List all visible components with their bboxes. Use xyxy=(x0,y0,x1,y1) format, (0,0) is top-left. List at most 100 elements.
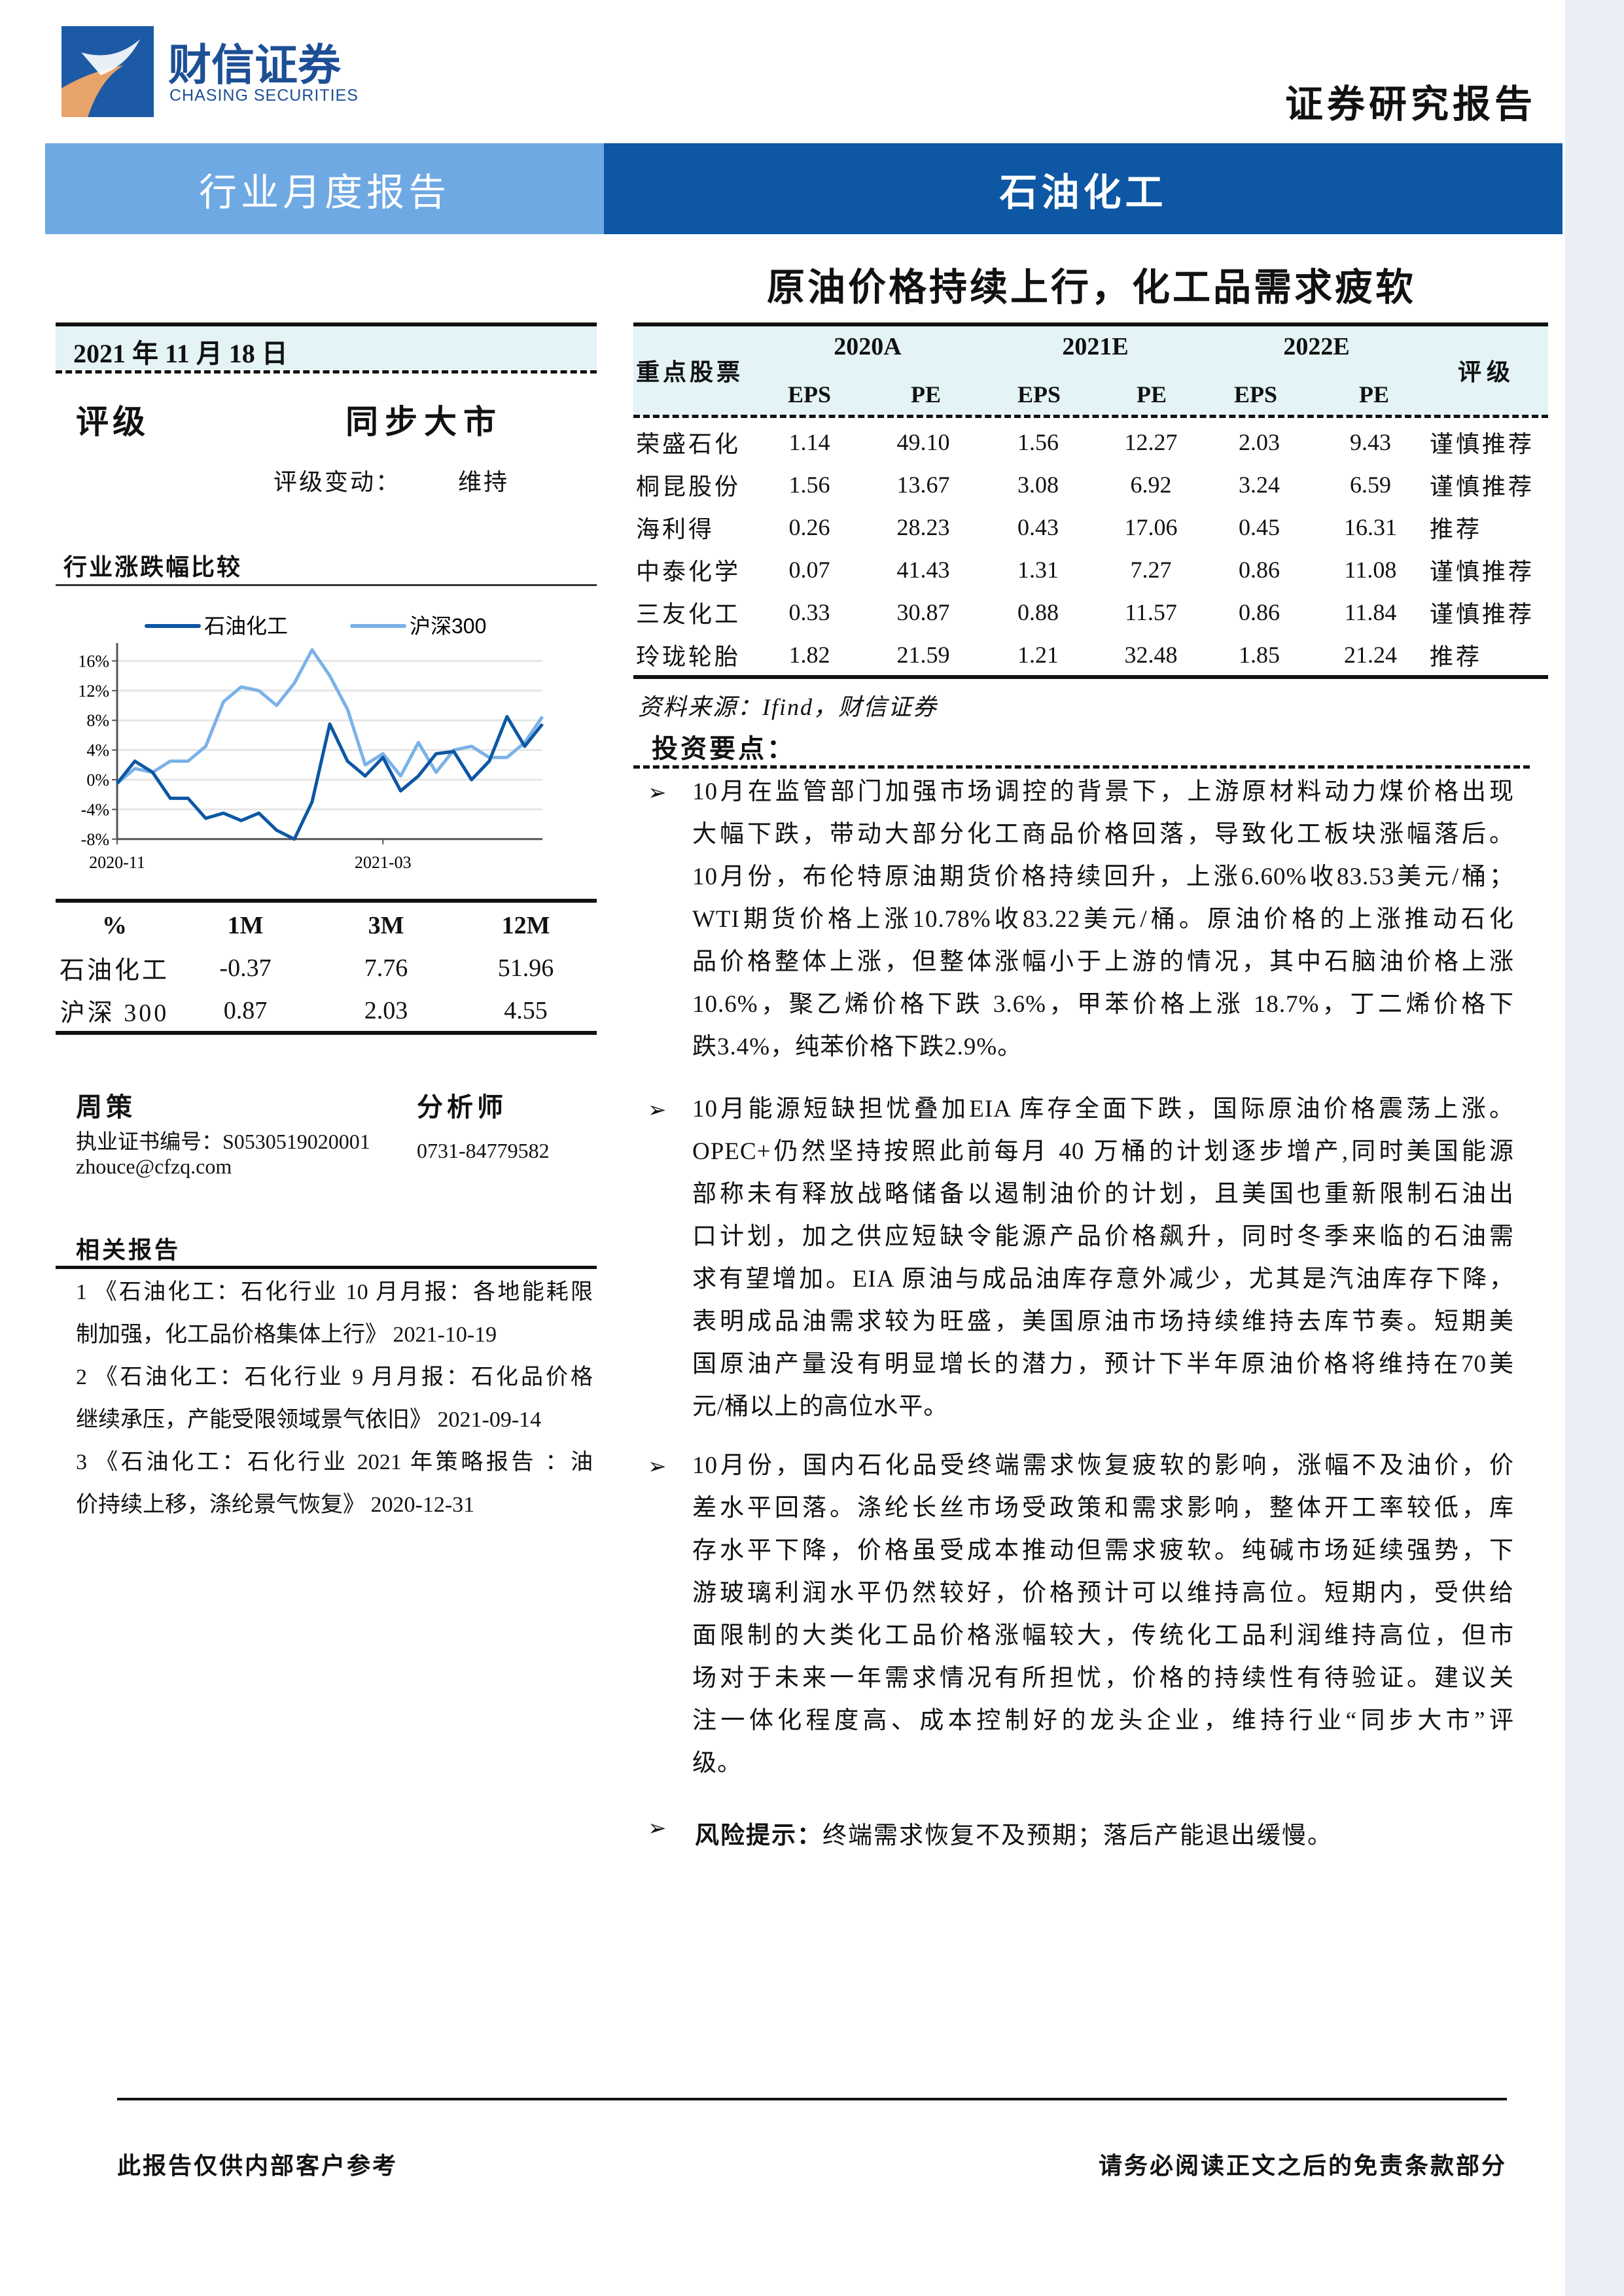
stock-metric: 21.24 xyxy=(1344,641,1397,668)
stock-metric: 6.59 xyxy=(1350,471,1391,498)
paragraph-line: 10月能源短缺担忧叠加EIA 库存全面下跌，国际原油价格震荡上涨。 xyxy=(692,1096,1514,1122)
table-row: 桐昆股份 1.56 13.67 3.08 6.92 3.24 6.59 谨慎推荐 xyxy=(636,463,1548,506)
date-bg xyxy=(56,326,597,370)
paragraph-line: 10月份，布伦特原油期货价格持续回升，上涨6.60%收83.53美元/桶； xyxy=(692,863,1514,890)
stock-metric: 1.56 xyxy=(1017,428,1059,455)
year-header: 2020A xyxy=(834,333,902,360)
stock-metric: 1.21 xyxy=(1017,641,1059,668)
stock-name: 荣盛石化 xyxy=(636,430,741,457)
stock-metric: 2.03 xyxy=(1239,428,1280,455)
divider xyxy=(633,675,1548,679)
series-line-1 xyxy=(116,648,544,785)
stock-metric: 32.48 xyxy=(1124,641,1178,668)
column-header: 12M xyxy=(501,911,550,939)
y-tick-label: 0% xyxy=(86,771,109,790)
row-label: 沪深 300 xyxy=(60,1000,169,1027)
y-tick-label: 8% xyxy=(86,711,109,730)
arrow-right-icon: ➢ xyxy=(648,1817,667,1841)
y-tick-label: -8% xyxy=(81,830,109,849)
stock-rating: 推荐 xyxy=(1430,515,1483,542)
divider xyxy=(56,899,597,903)
related-report-line: 3 《石油化工：石化行业 2021 年策略报告 ：油 xyxy=(76,1450,593,1474)
stock-metric: 16.31 xyxy=(1344,513,1397,540)
brand-name-cn: 财信证券 xyxy=(168,41,341,89)
paragraph-line: 表明成品油需求较为旺盛，美国原油市场持续维持去库节奏。短期美 xyxy=(692,1308,1514,1335)
side-strip xyxy=(1565,0,1624,2296)
y-tick-label: -4% xyxy=(81,800,109,819)
stock-metric: 13.67 xyxy=(896,471,950,498)
stock-rating: 谨慎推荐 xyxy=(1430,473,1535,500)
stock-name: 三友化工 xyxy=(636,600,741,627)
paragraph-line: 10月在监管部门加强市场调控的背景下，上游原材料动力煤价格出现 xyxy=(692,778,1514,805)
cell: 2.03 xyxy=(364,996,408,1024)
paragraph-line: 元/桶以上的高位水平。 xyxy=(692,1393,949,1420)
paragraph-line: 游玻璃利润水平仍然较好，价格预计可以维持高位。短期内，受供给 xyxy=(692,1580,1514,1607)
analyst-email[interactable]: zhouce@cfzq.com xyxy=(76,1155,232,1178)
table-row: 中泰化学 0.07 41.43 1.31 7.27 0.86 11.08 谨慎推荐 xyxy=(636,548,1548,591)
related-reports-title: 相关报告 xyxy=(76,1237,181,1263)
doc-type: 证券研究报告 xyxy=(1284,83,1536,126)
stock-metric: 9.43 xyxy=(1350,428,1391,455)
stock-metric: 30.87 xyxy=(896,599,950,625)
rating-value: 同步大市 xyxy=(345,404,503,440)
eps-header: EPS xyxy=(1233,381,1278,408)
divider xyxy=(56,584,597,586)
stock-metric: 3.24 xyxy=(1239,471,1280,498)
cell: 51.96 xyxy=(497,954,554,982)
year-header: 2022E xyxy=(1283,333,1350,360)
stock-metric: 0.88 xyxy=(1017,599,1059,625)
related-report-line: 1 《石油化工：石化行业 10 月月报：各地能耗限 xyxy=(76,1280,593,1304)
paragraph-line: WTI期货价格上涨10.78%收83.22美元/桶。原油价格的上涨推动石化 xyxy=(692,906,1514,933)
column-header: 3M xyxy=(368,911,404,939)
stock-metric: 0.33 xyxy=(788,599,830,625)
stock-metric: 49.10 xyxy=(896,428,950,455)
paragraph-line: OPEC+仍然坚持按照此前每月 40 万桶的计划逐步增产,同时美国能源 xyxy=(692,1138,1514,1165)
stock-metric: 1.85 xyxy=(1239,641,1280,668)
analyst-name: 周策 xyxy=(76,1092,136,1122)
analyst-phone: 0731-84779582 xyxy=(417,1139,550,1162)
divider xyxy=(633,415,1548,418)
paragraph-line: 场对于未来一年需求情况有所担忧，价格的持续性有待验证。建议关 xyxy=(692,1665,1514,1692)
stock-metric: 1.14 xyxy=(788,428,830,455)
stock-name: 玲珑轮胎 xyxy=(636,643,741,670)
legend-label: 沪深300 xyxy=(410,614,486,638)
series-line-0 xyxy=(116,715,544,841)
paragraph-line: 10.6%，聚乙烯价格下跌 3.6%，甲苯价格上涨 18.7%，丁二烯价格下 xyxy=(692,991,1514,1018)
analyst-cert: 执业证书编号：S0530519020001 xyxy=(76,1130,370,1153)
key-point-paragraph: 10月在监管部门加强市场调控的背景下，上游原材料动力煤价格出现 大幅下跌，带动大部… xyxy=(692,771,1514,1068)
arrow-right-icon: ➢ xyxy=(648,1098,667,1122)
x-tick-label: 2021-03 xyxy=(355,853,412,872)
risk-label: 风险提示： xyxy=(695,1822,822,1849)
eps-header: EPS xyxy=(787,381,832,408)
table-row: 海利得 0.26 28.23 0.43 17.06 0.45 16.31 推荐 xyxy=(636,506,1548,548)
stock-metric: 1.56 xyxy=(788,471,830,498)
table-row: 玲珑轮胎 1.82 21.59 1.21 32.48 1.85 21.24 推荐 xyxy=(636,633,1548,676)
column-header-stock: 重点股票 xyxy=(636,359,744,385)
paragraph-line: 级。 xyxy=(692,1750,742,1777)
paragraph-line: 国原油产量没有明显增长的潜力，预计下半年原油价格将维持在70美 xyxy=(692,1351,1514,1378)
stock-metric: 0.86 xyxy=(1239,556,1280,583)
key-point-paragraph: 10月能源短缺担忧叠加EIA 库存全面下跌，国际原油价格震荡上涨。 OPEC+仍然… xyxy=(692,1088,1514,1428)
paragraph-line: 跌3.4%，纯苯价格下跌2.9%。 xyxy=(692,1034,1023,1060)
y-tick-label: 12% xyxy=(78,682,109,701)
paragraph-line: 求有望增加。EIA 原油与成品油库存意外减少，尤其是汽油库存下降， xyxy=(692,1266,1514,1293)
paragraph-line: 口计划，加之供应短缺令能源产品价格飙升，同时冬季来临的石油需 xyxy=(692,1223,1514,1250)
divider xyxy=(56,1031,597,1035)
rating-change-label: 评级变动： xyxy=(274,469,402,495)
report-title: 原油价格持续上行，化工品需求疲软 xyxy=(766,266,1416,309)
stock-name: 中泰化学 xyxy=(636,558,741,585)
stock-rating: 推荐 xyxy=(1430,643,1483,670)
stock-metric: 12.27 xyxy=(1124,428,1178,455)
stock-rating: 谨慎推荐 xyxy=(1430,430,1535,457)
related-report-line: 继续承压，产能受限领域景气依旧》 2021-09-14 xyxy=(76,1408,542,1432)
stock-metric: 3.08 xyxy=(1017,471,1059,498)
cell: 4.55 xyxy=(504,996,548,1024)
stock-rating: 谨慎推荐 xyxy=(1430,600,1535,627)
risk-note: 风险提示：终端需求恢复不及预期；落后产能退出缓慢。 xyxy=(695,1815,1333,1851)
divider xyxy=(56,322,597,326)
chart-section-title: 行业涨跌幅比较 xyxy=(63,554,243,580)
paragraph-line: 10月份，国内石化品受终端需求恢复疲软的影响，涨幅不及油价，价 xyxy=(692,1452,1514,1479)
paragraph-line: 注一体化程度高、成本控制好的龙头企业，维持行业“同步大市”评 xyxy=(692,1707,1514,1734)
related-report-line: 价持续上移，涤纶景气恢复》 2020-12-31 xyxy=(76,1493,475,1517)
stock-rating: 谨慎推荐 xyxy=(1430,558,1535,585)
